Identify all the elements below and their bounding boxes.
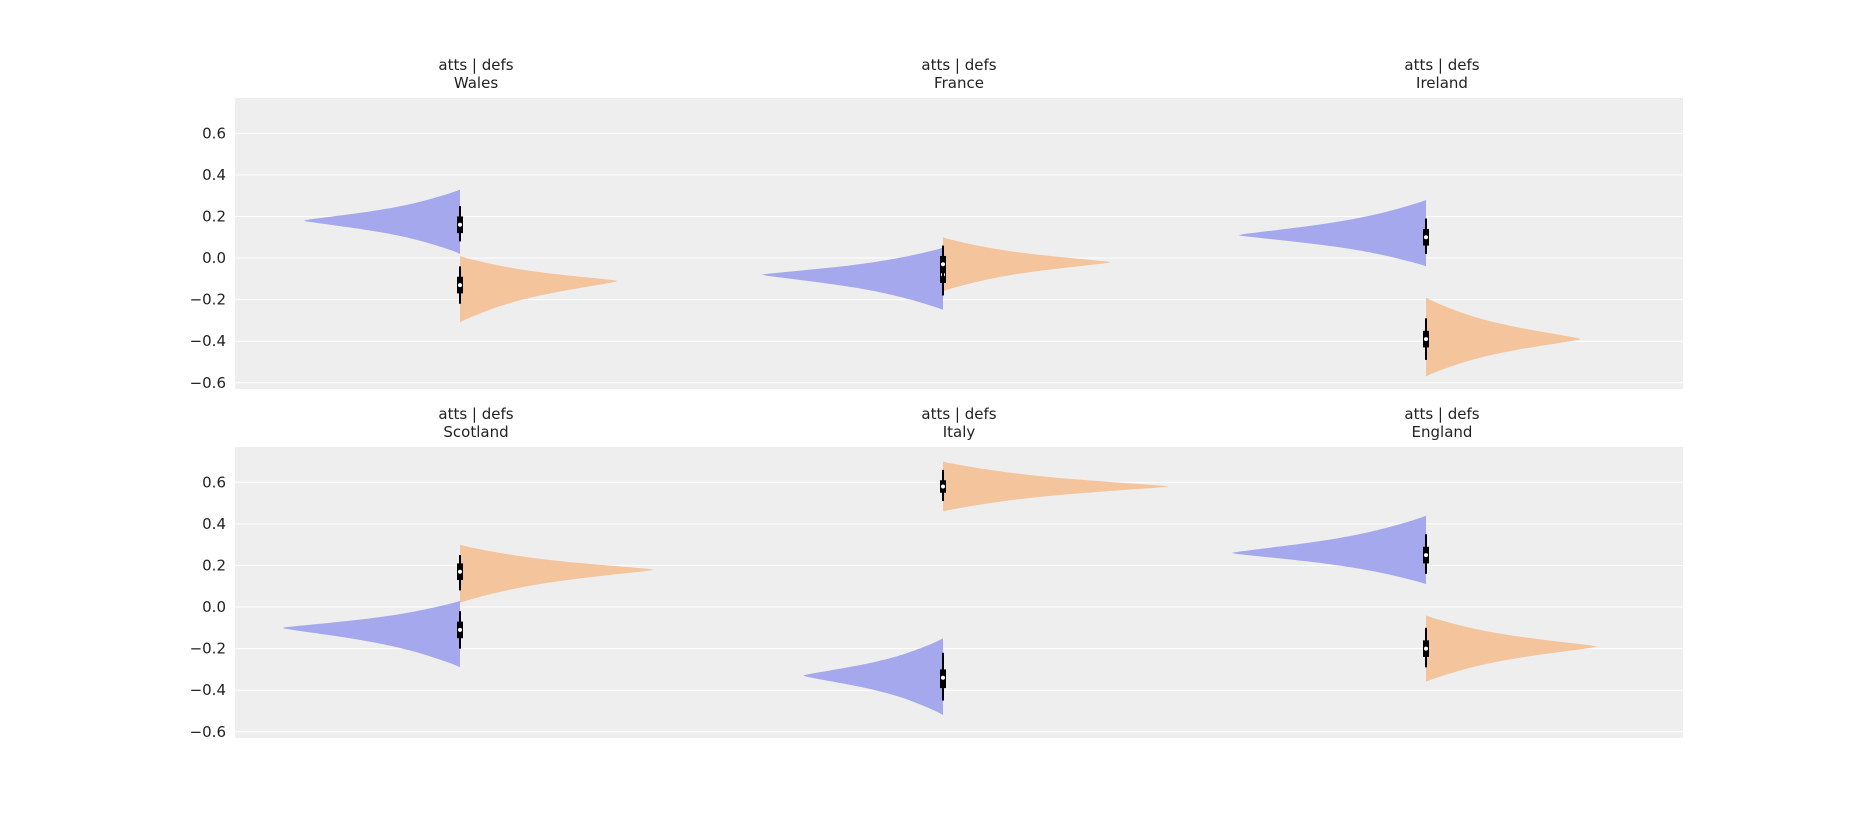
violin-atts <box>761 247 943 310</box>
violin-defs <box>1426 615 1598 682</box>
median-point-defs <box>941 484 945 489</box>
panel-title-variables: atts | defs <box>1404 405 1479 423</box>
y-tick-label: −0.4 <box>190 332 226 350</box>
y-tick-label: −0.2 <box>190 640 226 658</box>
y-tick-label: −0.6 <box>190 723 226 741</box>
panel-title-variables: atts | defs <box>1404 56 1479 74</box>
median-point-atts <box>1424 553 1428 558</box>
y-tick-label: −0.6 <box>190 374 226 392</box>
y-tick-label: 0.4 <box>202 166 226 184</box>
violin-atts <box>1238 199 1426 267</box>
y-tick-label: 0.6 <box>202 473 226 491</box>
panel-title-variables: atts | defs <box>921 405 996 423</box>
y-tick-label: 0.2 <box>202 207 226 225</box>
panel-title-variables: atts | defs <box>438 56 513 74</box>
median-point-atts <box>941 675 945 680</box>
y-tick-label: 0.2 <box>202 556 226 574</box>
panel-title-team: Scotland <box>443 423 508 441</box>
violin-atts <box>1231 515 1426 585</box>
panel-title-team: Italy <box>943 423 976 441</box>
median-point-defs <box>458 283 462 288</box>
violin-atts <box>803 638 943 716</box>
median-point-atts <box>1424 235 1428 240</box>
panel-title-team: England <box>1412 423 1473 441</box>
panel-title-team: France <box>934 74 984 92</box>
panel-title-variables: atts | defs <box>921 56 996 74</box>
violin-defs <box>460 544 654 603</box>
panel-title-team: Ireland <box>1416 74 1468 92</box>
y-tick-label: −0.2 <box>190 291 226 309</box>
violin-defs <box>943 237 1110 292</box>
y-tick-label: −0.4 <box>190 681 226 699</box>
y-tick-label: 0.6 <box>202 124 226 142</box>
median-point-defs <box>941 262 945 267</box>
median-point-defs <box>1424 646 1428 651</box>
median-point-atts <box>458 222 462 227</box>
violin-atts <box>304 189 460 254</box>
panel-title-variables: atts | defs <box>438 405 513 423</box>
median-point-defs <box>458 569 462 574</box>
y-tick-label: 0.0 <box>202 598 226 616</box>
violin-defs <box>1426 297 1581 377</box>
median-point-atts <box>458 627 462 632</box>
panel-title-team: Wales <box>454 74 498 92</box>
median-point-defs <box>1424 337 1428 342</box>
y-tick-label: 0.4 <box>202 515 226 533</box>
y-tick-label: 0.0 <box>202 249 226 267</box>
violin-defs <box>943 461 1169 512</box>
violin-defs <box>460 256 618 323</box>
violin-atts <box>282 600 460 668</box>
